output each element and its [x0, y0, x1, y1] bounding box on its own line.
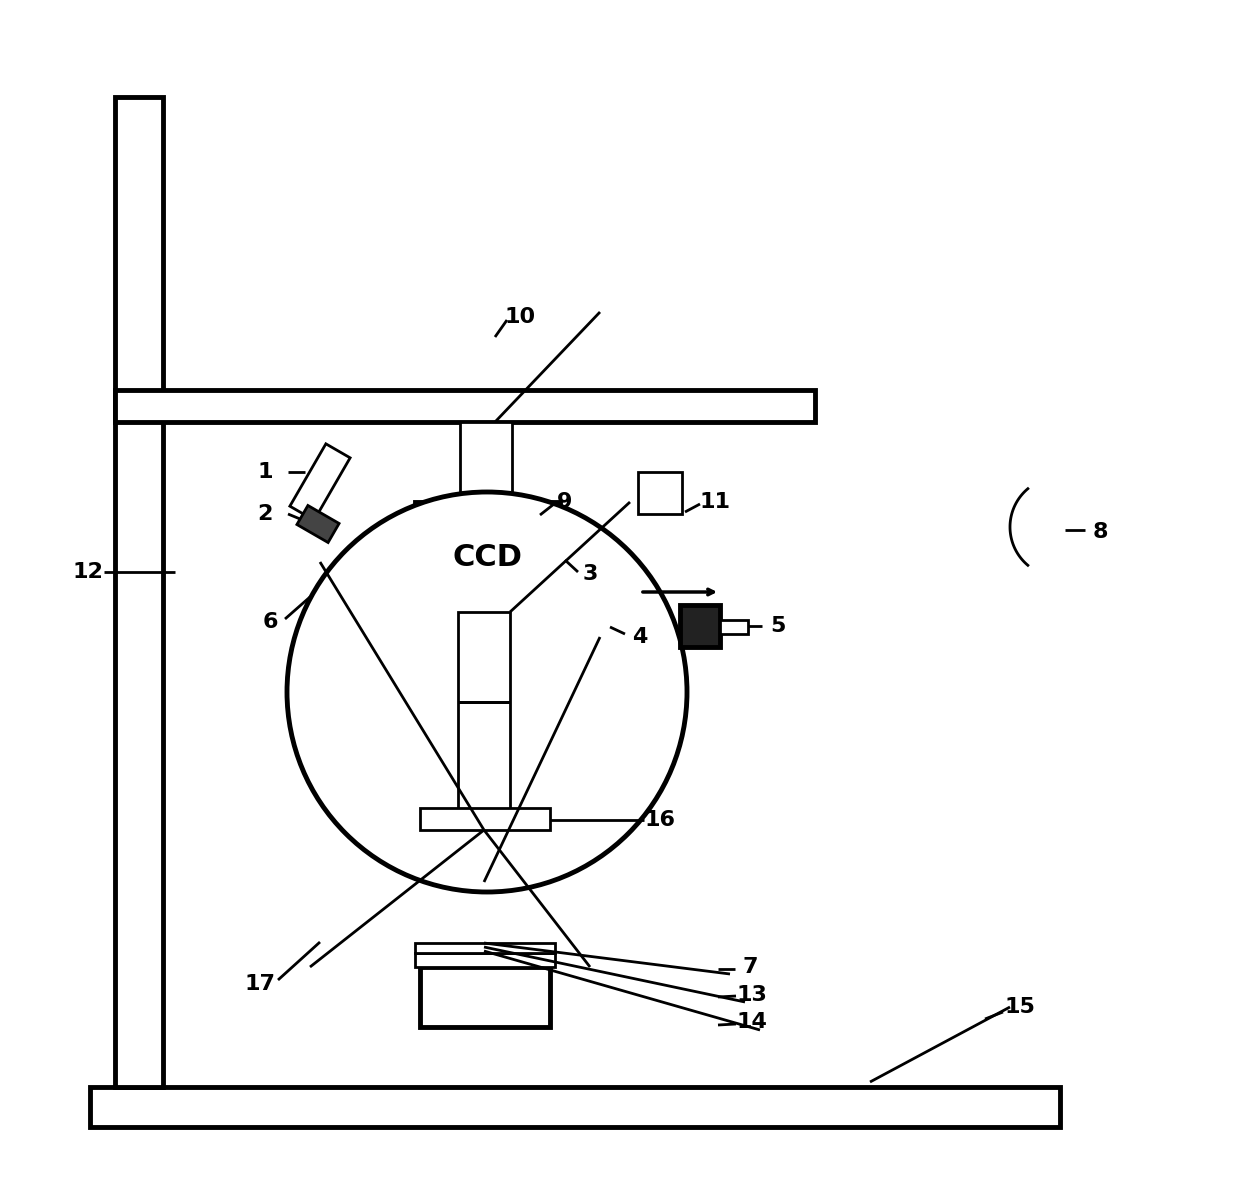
Text: 10: 10	[505, 307, 536, 327]
Polygon shape	[290, 443, 350, 520]
Text: 9: 9	[557, 492, 573, 512]
Bar	[115, 97, 162, 1087]
Text: 13: 13	[737, 985, 768, 1005]
Text: 14: 14	[737, 1012, 768, 1032]
Polygon shape	[296, 506, 339, 543]
Bar	[415, 502, 560, 612]
Bar	[415, 953, 556, 967]
Bar	[420, 808, 551, 830]
Bar	[720, 621, 748, 634]
Text: CCD: CCD	[453, 543, 522, 572]
Bar	[415, 943, 556, 953]
Circle shape	[286, 492, 687, 892]
Text: 6: 6	[262, 612, 278, 632]
Bar	[115, 390, 815, 422]
Text: 4: 4	[632, 626, 647, 647]
Bar	[458, 612, 510, 812]
Bar	[680, 605, 720, 647]
Text: 12: 12	[73, 561, 103, 582]
Text: 2: 2	[258, 504, 273, 524]
Bar	[420, 967, 551, 1027]
Text: 7: 7	[743, 957, 758, 978]
Text: 1: 1	[257, 462, 273, 482]
Bar	[458, 612, 510, 812]
Text: 11: 11	[699, 492, 730, 512]
Bar	[639, 472, 682, 514]
Bar	[91, 1087, 1060, 1126]
Bar	[460, 422, 512, 522]
Text: 16: 16	[645, 810, 676, 830]
Text: 8: 8	[1092, 522, 1107, 543]
Text: 3: 3	[583, 564, 598, 584]
Text: 15: 15	[1004, 996, 1035, 1017]
Text: 17: 17	[244, 974, 275, 994]
Text: 5: 5	[770, 616, 786, 636]
